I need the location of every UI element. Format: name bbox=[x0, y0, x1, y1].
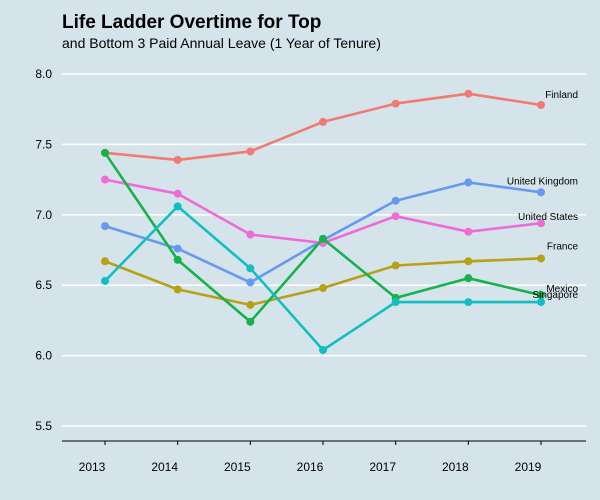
data-point bbox=[246, 300, 255, 309]
data-point bbox=[173, 244, 182, 253]
data-point bbox=[246, 317, 255, 326]
data-point bbox=[246, 230, 255, 239]
gridlines bbox=[62, 73, 586, 427]
x-tick-label: 2015 bbox=[224, 460, 251, 474]
data-point bbox=[173, 155, 182, 164]
series-labels: Finland United Kingdom United States France… bbox=[507, 90, 579, 301]
x-tick-label: 2014 bbox=[151, 460, 178, 474]
data-point bbox=[173, 285, 182, 294]
x-tick-label: 2013 bbox=[79, 460, 106, 474]
data-point bbox=[319, 345, 328, 354]
x-tick-label: 2019 bbox=[515, 460, 542, 474]
data-point bbox=[537, 298, 546, 307]
x-tick-label: 2016 bbox=[297, 460, 324, 474]
data-point bbox=[537, 188, 546, 197]
x-tick-label: 2018 bbox=[442, 460, 469, 474]
data-point bbox=[537, 291, 546, 300]
data-point bbox=[173, 202, 182, 211]
data-point bbox=[391, 298, 400, 307]
data-point bbox=[464, 89, 473, 98]
data-point bbox=[537, 254, 546, 263]
series-label: Finland bbox=[545, 90, 578, 101]
data-point bbox=[464, 274, 473, 283]
data-point bbox=[101, 257, 109, 266]
series-line bbox=[104, 257, 542, 307]
series-group bbox=[101, 89, 546, 354]
series-line bbox=[104, 92, 542, 162]
y-axis-ticks: 5.5 6.0 6.5 7.0 7.5 8.0 bbox=[35, 67, 52, 433]
x-axis-ticks: 2013 2014 2015 2016 2017 2018 2019 bbox=[79, 441, 542, 474]
y-tick-label: 7.5 bbox=[35, 137, 52, 151]
data-point bbox=[319, 284, 328, 293]
data-point bbox=[537, 219, 546, 228]
y-tick-label: 6.0 bbox=[35, 349, 52, 363]
data-point bbox=[101, 148, 109, 157]
series-line bbox=[104, 181, 542, 284]
data-point bbox=[391, 212, 400, 221]
chart-subtitle: and Bottom 3 Paid Annual Leave (1 Year o… bbox=[62, 35, 381, 51]
y-tick-label: 5.5 bbox=[35, 419, 52, 433]
series-label: Singapore bbox=[532, 290, 578, 301]
data-point bbox=[246, 264, 255, 273]
data-point bbox=[173, 189, 182, 198]
data-point bbox=[464, 178, 473, 187]
data-point bbox=[319, 117, 328, 126]
data-point bbox=[464, 227, 473, 236]
series-label: France bbox=[547, 241, 579, 252]
data-point bbox=[391, 196, 400, 205]
chart-title: Life Ladder Overtime for Top bbox=[62, 12, 322, 33]
data-point bbox=[537, 100, 546, 109]
series-line bbox=[104, 178, 542, 245]
y-tick-label: 6.5 bbox=[35, 278, 52, 292]
data-point bbox=[246, 278, 255, 287]
series-label: Mexico bbox=[546, 284, 578, 295]
data-point bbox=[173, 255, 182, 264]
data-point bbox=[101, 175, 109, 184]
data-point bbox=[391, 261, 400, 270]
y-tick-label: 7.0 bbox=[35, 208, 52, 222]
y-tick-label: 8.0 bbox=[35, 67, 52, 81]
data-point bbox=[246, 147, 255, 156]
data-point bbox=[464, 257, 473, 266]
data-point bbox=[101, 276, 109, 285]
data-point bbox=[101, 222, 109, 231]
series-label: United States bbox=[518, 212, 578, 223]
data-point bbox=[464, 298, 473, 307]
data-point bbox=[319, 234, 328, 243]
series-label: United Kingdom bbox=[507, 176, 578, 187]
data-point bbox=[391, 99, 400, 108]
x-tick-label: 2017 bbox=[369, 460, 396, 474]
series-line bbox=[104, 205, 541, 352]
